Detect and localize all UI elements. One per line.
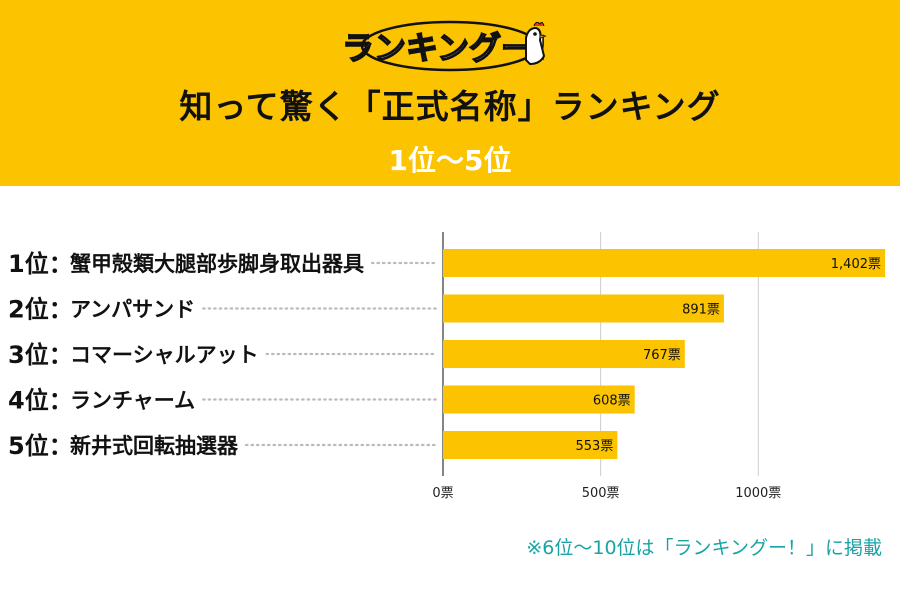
chicken-icon — [525, 21, 547, 66]
bar-value-label: 891票 — [682, 303, 720, 318]
category-label: ランチャーム — [70, 389, 195, 413]
rank-label: 4位： — [8, 387, 73, 415]
bar-value-label: 608票 — [593, 394, 631, 409]
category-label: アンパサンド — [70, 298, 195, 322]
x-tick-label: 500票 — [582, 486, 620, 501]
bar-value-label: 1,402票 — [831, 257, 881, 272]
bar-value-label: 553票 — [576, 439, 614, 454]
page-subtitle: 1位〜5位 — [388, 144, 512, 177]
rank-label: 5位： — [8, 432, 73, 460]
logo-text: ランキングー! — [342, 29, 548, 67]
bar-value-label: 767票 — [643, 348, 681, 363]
category-label: 新井式回転抽選器 — [70, 434, 239, 458]
x-tick-label: 0票 — [432, 486, 453, 501]
rank-label: 1位： — [8, 250, 73, 278]
footer-note: ※6位〜10位は「ランキングー！」に掲載 — [526, 537, 882, 559]
x-tick-label: 1000票 — [735, 486, 781, 501]
ranking-logo-graphic: ランキングー! — [341, 20, 548, 72]
page-title: 知って驚く「正式名称」ランキング — [179, 87, 721, 126]
bar — [443, 431, 618, 459]
category-label: 蟹甲殻類大腿部歩脚身取出器具 — [70, 252, 364, 276]
header-banner: ランキングー! 知って驚く「正式名称」ランキング 1位〜5位 — [0, 0, 900, 186]
rank-label: 3位： — [8, 341, 73, 369]
bar — [443, 385, 635, 414]
category-label: コマーシャルアット — [70, 343, 259, 367]
bar — [443, 340, 685, 368]
bar — [443, 249, 885, 277]
bar-chart-svg: 0票 500票 1000票 1位：蟹甲殻類大腿部歩脚身取出器具 1,402票 2位：アンパ… — [8, 232, 885, 501]
ranking-chart: 0票 500票 1000票 1位： 蟹甲殻類大腿部歩脚身取出器具 1,402票 2位： アンパ… — [0, 186, 900, 526]
bar — [443, 294, 724, 323]
rank-label: 2位： — [8, 296, 73, 324]
ranking-logo: ランキングー! — [320, 14, 580, 74]
